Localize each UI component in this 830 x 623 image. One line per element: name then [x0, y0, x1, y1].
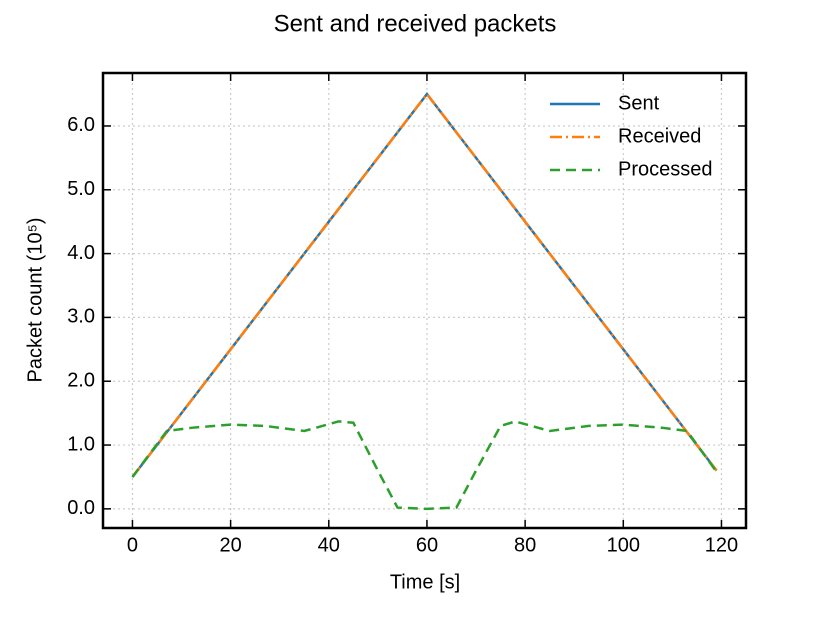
x-tick-label: 120: [705, 534, 738, 556]
x-tick-label: 80: [514, 534, 536, 556]
x-tick-label: 40: [318, 534, 340, 556]
legend-label: Received: [618, 125, 701, 147]
series-line: [131, 92, 718, 478]
x-tick-label: 20: [219, 534, 241, 556]
plot-frame: [101, 71, 748, 530]
legend-label: Sent: [618, 92, 660, 114]
x-tick-label: 0: [127, 534, 138, 556]
y-tick-label: 5.0: [67, 178, 95, 200]
y-tick-label: 1.0: [67, 433, 95, 455]
series-line: [131, 420, 718, 511]
y-axis-label: Packet count (10⁵): [24, 217, 46, 382]
series-line: [131, 92, 718, 478]
y-tick-label: 3.0: [67, 306, 95, 328]
y-tick-label: 2.0: [67, 370, 95, 392]
chart-title: Sent and received packets: [274, 10, 557, 37]
x-tick-label: 60: [416, 534, 438, 556]
y-tick-label: 4.0: [67, 242, 95, 264]
x-tick-label: 100: [607, 534, 640, 556]
x-axis-label: Time [s]: [390, 571, 460, 593]
y-tick-label: 6.0: [67, 114, 95, 136]
legend-label: Processed: [618, 158, 713, 180]
y-tick-label: 0.0: [67, 497, 95, 519]
